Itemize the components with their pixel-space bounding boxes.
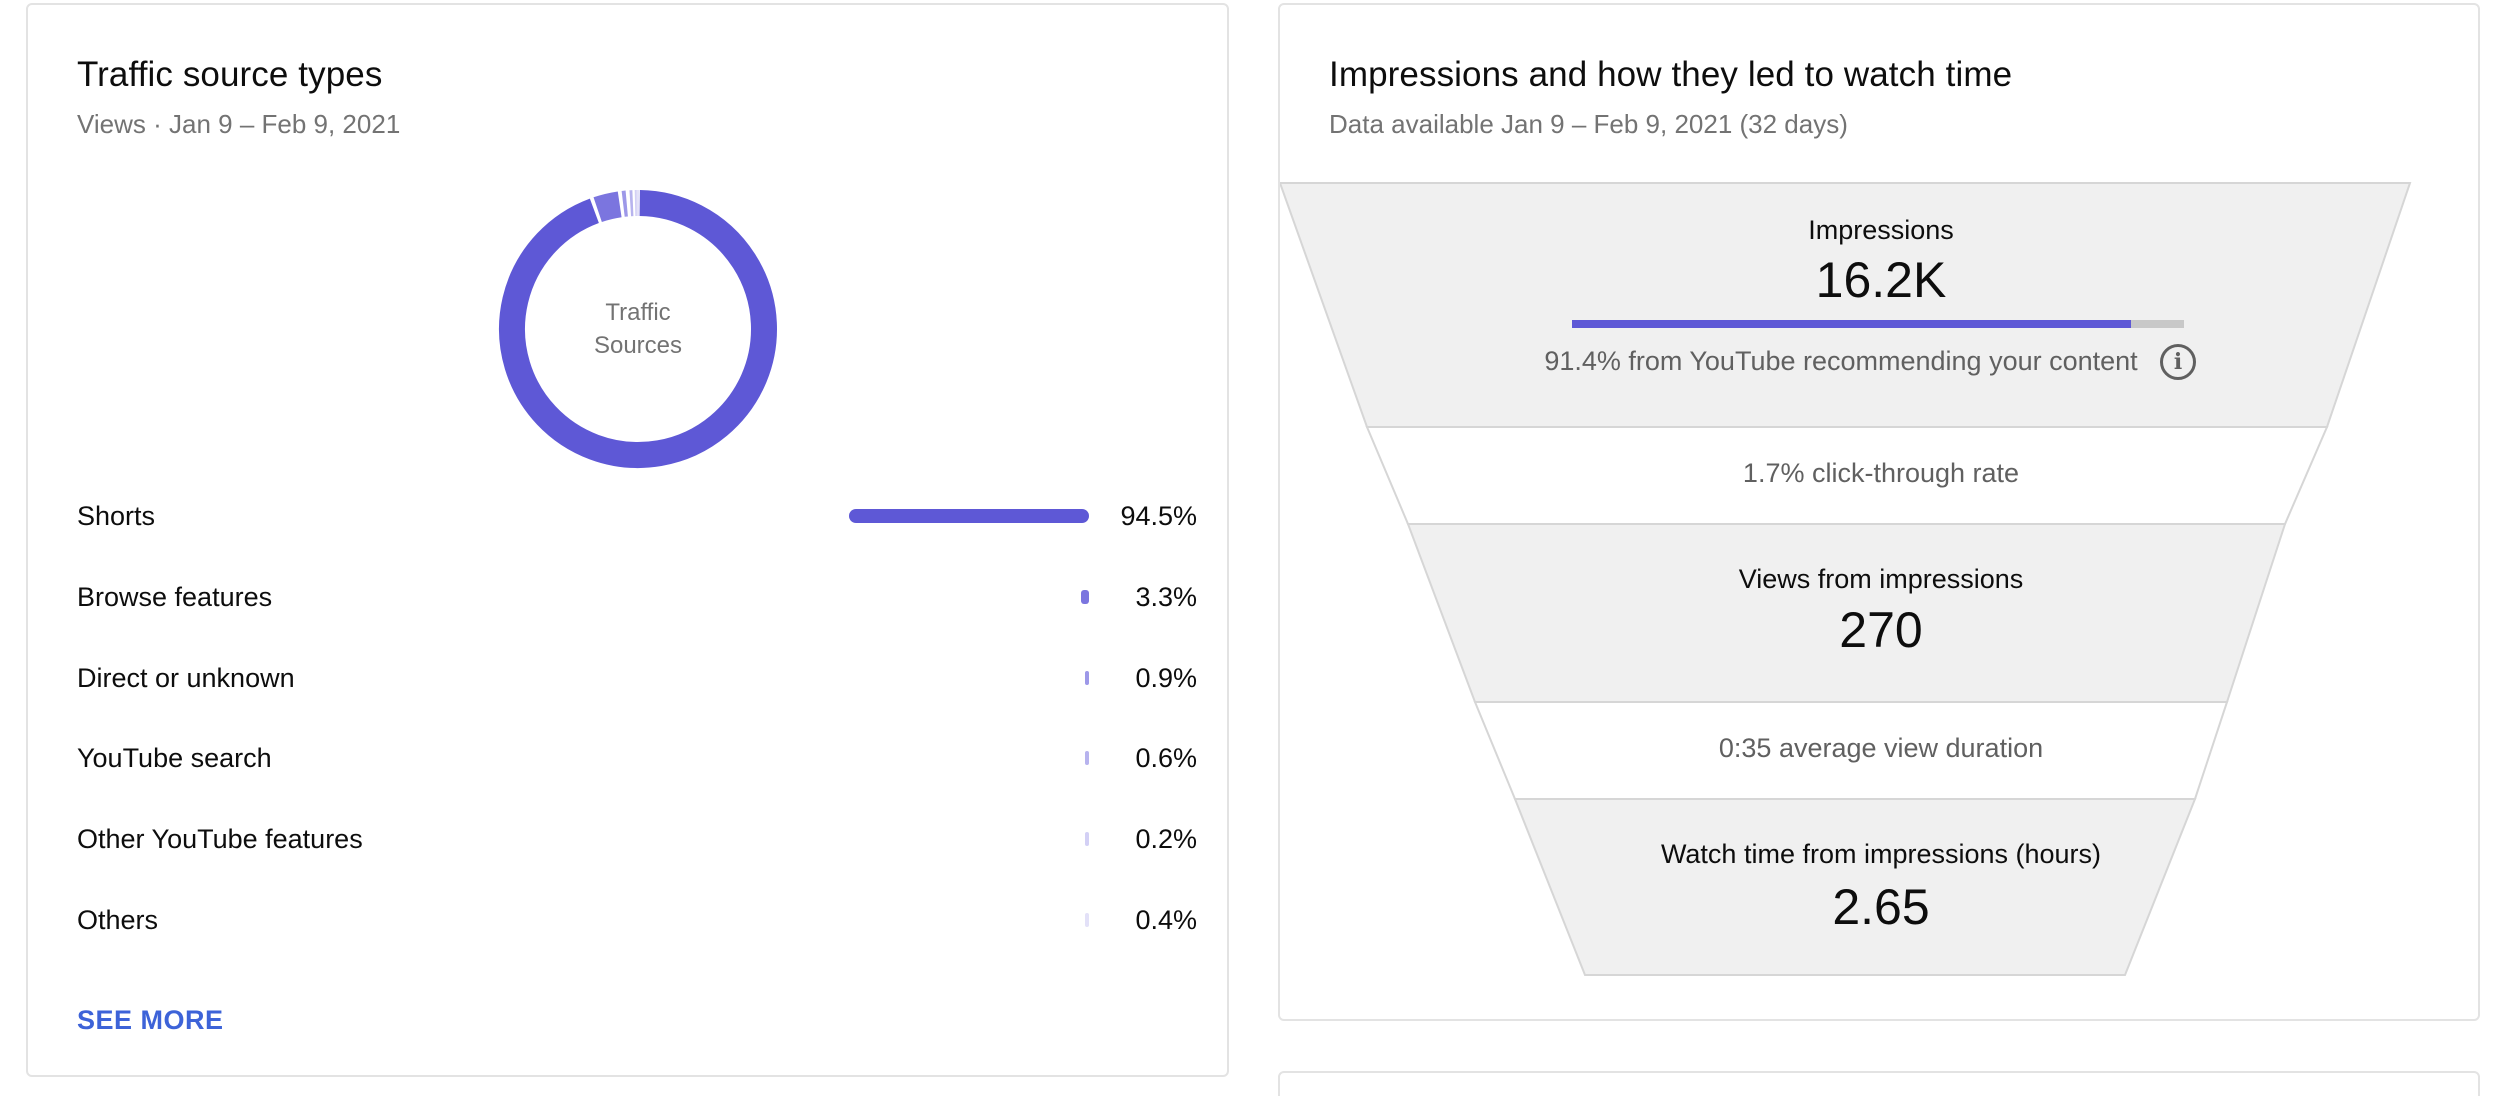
traffic-source-bar bbox=[849, 509, 1089, 523]
funnel-card-subtitle: Data available Jan 9 – Feb 9, 2021 (32 d… bbox=[1329, 109, 1848, 139]
donut-center-label: Traffic Sources bbox=[488, 179, 788, 479]
traffic-source-label: Browse features bbox=[77, 582, 273, 612]
donut-slice[interactable] bbox=[593, 191, 622, 223]
traffic-source-label: Other YouTube features bbox=[77, 824, 363, 854]
traffic-source-bar bbox=[1085, 832, 1089, 846]
traffic-source-label: Shorts bbox=[77, 501, 156, 531]
traffic-source-value: 0.6% bbox=[1135, 743, 1197, 773]
traffic-card-title: Traffic source types bbox=[77, 55, 383, 94]
traffic-source-bar bbox=[1085, 913, 1089, 927]
traffic-source-row[interactable]: Direct or unknown 0.9% bbox=[77, 658, 1197, 698]
traffic-card-subtitle: Views · Jan 9 – Feb 9, 2021 bbox=[77, 109, 401, 139]
traffic-source-row[interactable]: Browse features 3.3% bbox=[77, 577, 1197, 617]
traffic-source-bar-track bbox=[841, 509, 1089, 523]
traffic-source-bar bbox=[1085, 671, 1089, 685]
donut-slice[interactable] bbox=[499, 190, 777, 468]
funnel-graphic bbox=[1280, 182, 2412, 976]
traffic-source-bar-track bbox=[841, 671, 1089, 685]
traffic-source-value: 3.3% bbox=[1135, 582, 1197, 612]
impressions-value: 16.2K bbox=[1815, 252, 1947, 308]
next-card-partial bbox=[1278, 1071, 2480, 1096]
traffic-source-label: Others bbox=[77, 905, 159, 935]
see-more-link[interactable]: SEE MORE bbox=[77, 1005, 224, 1035]
donut-center-line2: Sources bbox=[593, 332, 683, 359]
traffic-source-value: 0.4% bbox=[1135, 905, 1197, 935]
traffic-donut-chart[interactable]: Traffic Sources bbox=[488, 179, 788, 479]
watch-value: 2.65 bbox=[1832, 879, 1930, 935]
views-value: 270 bbox=[1839, 602, 1923, 658]
impressions-funnel-card: Impressions and how they led to watch ti… bbox=[1278, 3, 2480, 1021]
impressions-label: Impressions bbox=[1808, 215, 1954, 245]
traffic-source-bar-track bbox=[841, 913, 1089, 927]
traffic-source-label: Direct or unknown bbox=[77, 663, 295, 693]
impressions-recommend-bar-fill bbox=[1572, 320, 2132, 328]
avd-note: 0:35 average view duration bbox=[1718, 733, 2044, 763]
traffic-source-bar-track bbox=[841, 751, 1089, 765]
traffic-source-bar-track bbox=[841, 590, 1089, 604]
traffic-source-card: Traffic source types Views · Jan 9 – Feb… bbox=[26, 3, 1229, 1077]
watch-label: Watch time from impressions (hours) bbox=[1660, 839, 2102, 869]
impressions-recommend-bar bbox=[1572, 320, 2184, 328]
traffic-source-value: 0.2% bbox=[1135, 824, 1197, 854]
views-label: Views from impressions bbox=[1738, 564, 2024, 594]
funnel-card-title: Impressions and how they led to watch ti… bbox=[1329, 55, 2013, 94]
traffic-source-row[interactable]: YouTube search 0.6% bbox=[77, 738, 1197, 778]
info-icon[interactable]: i bbox=[2160, 344, 2196, 380]
traffic-source-label: YouTube search bbox=[77, 743, 272, 773]
donut-svg bbox=[499, 190, 777, 468]
traffic-source-value: 0.9% bbox=[1135, 663, 1197, 693]
ctr-note: 1.7% click-through rate bbox=[1742, 458, 2020, 488]
recommend-note: 91.4% from YouTube recommending your con… bbox=[1544, 346, 2138, 376]
traffic-source-bar-track bbox=[841, 832, 1089, 846]
traffic-source-row[interactable]: Shorts 94.5% bbox=[77, 496, 1197, 536]
traffic-source-bar bbox=[1085, 751, 1089, 765]
donut-center-line1: Traffic bbox=[605, 299, 671, 326]
traffic-source-row[interactable]: Others 0.4% bbox=[77, 900, 1197, 940]
funnel-watch-section bbox=[1513, 798, 2197, 976]
traffic-source-value: 94.5% bbox=[1120, 501, 1197, 531]
traffic-source-row[interactable]: Other YouTube features 0.2% bbox=[77, 819, 1197, 859]
traffic-source-bar bbox=[1080, 590, 1089, 604]
